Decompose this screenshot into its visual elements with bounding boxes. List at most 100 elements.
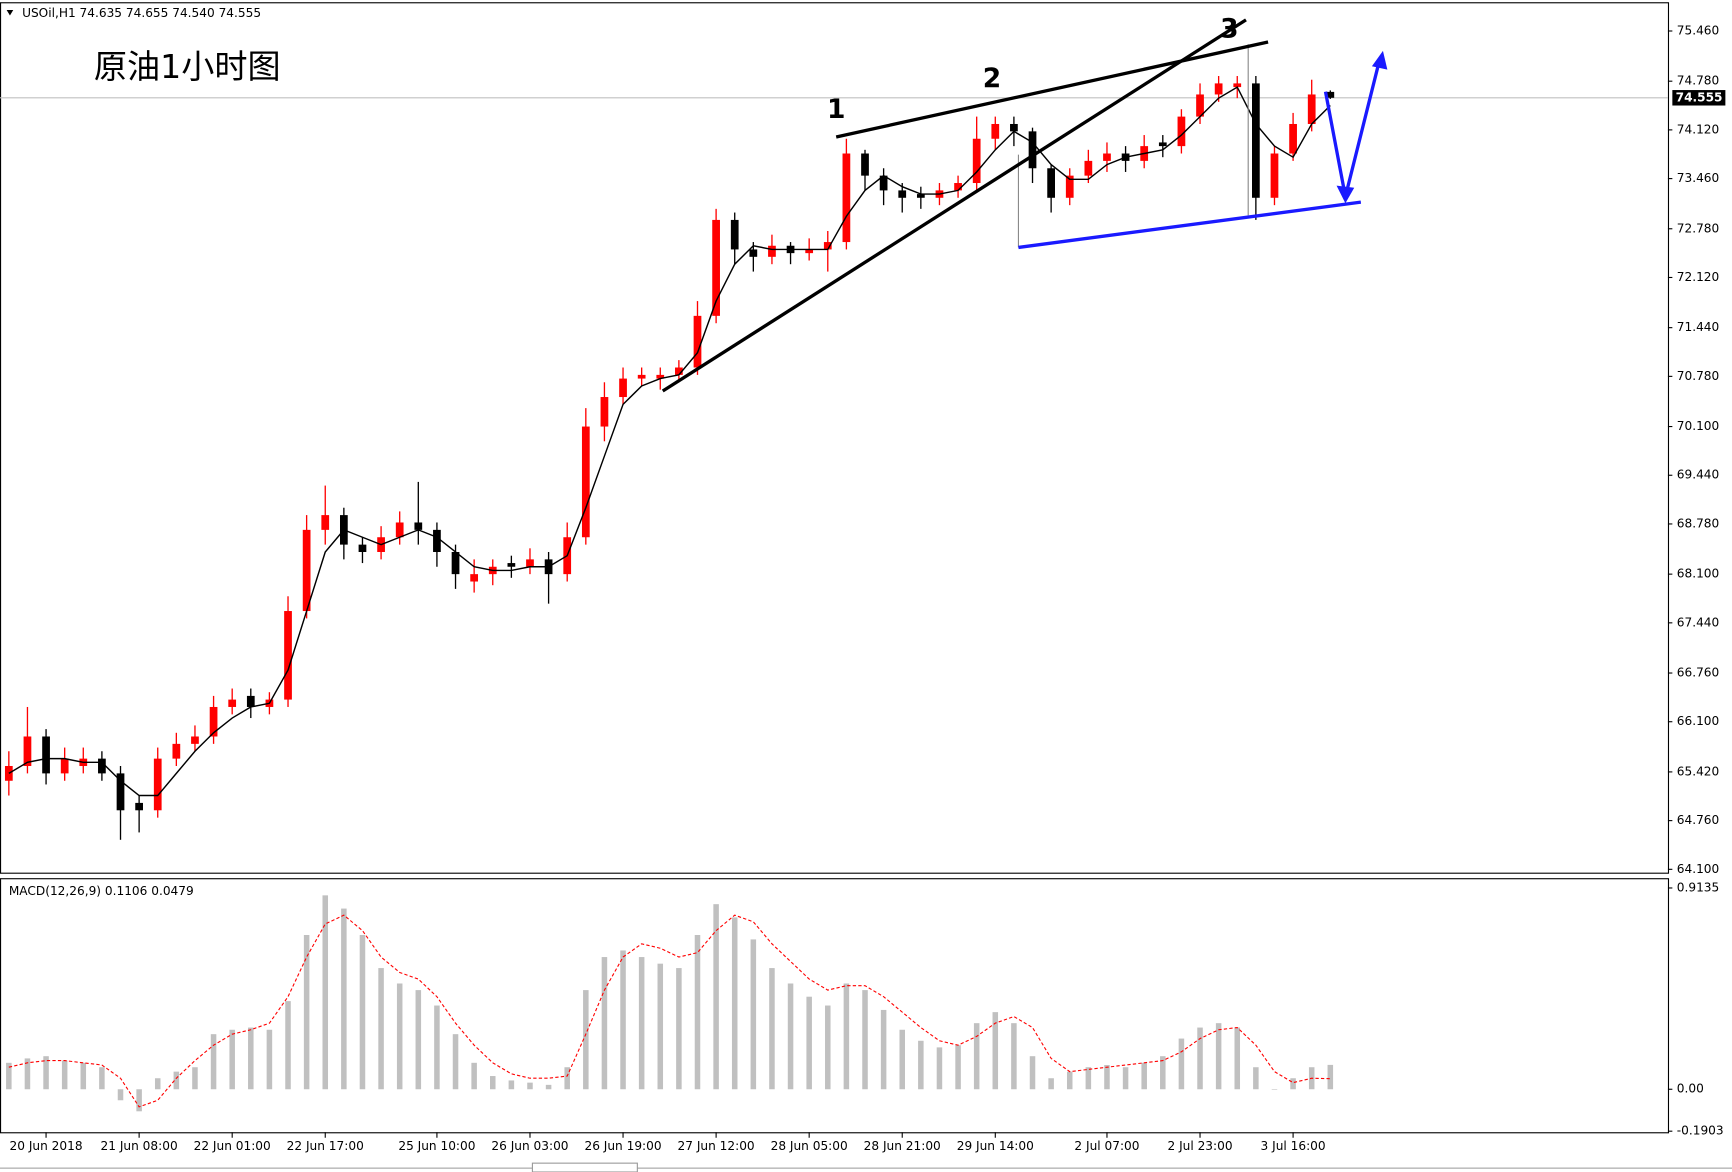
candle-body [153, 758, 162, 811]
candle-body [675, 367, 683, 375]
candle-body [1177, 116, 1186, 147]
macd-bar [136, 1089, 142, 1112]
tab[interactable] [531, 1162, 638, 1172]
macd-bar [731, 917, 738, 1090]
y-tick-label: 74.780 [1677, 74, 1719, 88]
macd-bar [657, 963, 664, 1090]
arrow-head [1336, 185, 1355, 204]
macd-bar [322, 895, 329, 1090]
macd-bar [1122, 1067, 1129, 1090]
candle-body [898, 190, 907, 198]
candle-body [1251, 83, 1260, 198]
candle-body [656, 374, 665, 379]
y-tick-label: 70.100 [1677, 419, 1719, 433]
macd-bar [434, 1005, 440, 1090]
y-tick-label: 73.460 [1677, 171, 1719, 185]
x-tick-label: 20 Jun 2018 [10, 1139, 83, 1153]
candle-body [749, 249, 758, 257]
macd-bar [564, 1067, 570, 1090]
y-tick-label: 65.420 [1677, 764, 1719, 778]
y-tick-label: 71.440 [1677, 320, 1719, 334]
candle-body [1047, 168, 1055, 198]
candle-body [507, 563, 516, 567]
candle-body [954, 183, 962, 191]
candle-body [712, 219, 720, 316]
macd-bar [1234, 1027, 1241, 1090]
macd-bar [154, 1078, 161, 1090]
candle-body [284, 611, 292, 700]
candle-body [302, 529, 311, 612]
candle-body [1065, 175, 1074, 198]
candle-body [768, 245, 776, 257]
macd-bar [341, 908, 347, 1090]
macd-bar [61, 1060, 68, 1090]
candle-body [1270, 153, 1279, 198]
x-tick-label: 28 Jun 21:00 [864, 1139, 941, 1153]
macd-bar [936, 1047, 943, 1090]
macd-bar [173, 1071, 180, 1090]
macd-bar [750, 939, 757, 1090]
y-tick-label: 68.780 [1677, 516, 1719, 530]
macd-bar [955, 1045, 961, 1090]
macd-bar [396, 983, 403, 1090]
macd-bar [1160, 1056, 1166, 1090]
macd-bar [359, 935, 366, 1090]
y-tick-label: 0.9135 [1677, 880, 1719, 894]
macd-bar [583, 990, 589, 1090]
candle-body [637, 374, 646, 379]
macd-bar [248, 1027, 254, 1090]
macd-bar [266, 1029, 273, 1090]
candle-body [1307, 94, 1316, 124]
macd-panel [0, 878, 1670, 1134]
macd-bar [694, 935, 701, 1090]
x-tick-label: 21 Jun 08:00 [101, 1139, 178, 1153]
candle-body [228, 699, 237, 707]
candle-body [730, 219, 739, 250]
macd-bar [210, 1034, 217, 1090]
candle-body [1196, 94, 1204, 117]
arrow-head [1371, 50, 1388, 70]
y-tick-label: -0.1903 [1677, 1124, 1724, 1138]
candle-body [916, 194, 925, 198]
candle-body [1233, 83, 1242, 88]
macd-bar [1011, 1023, 1017, 1090]
wave-label: 1 [827, 94, 845, 125]
macd-bar [1141, 1062, 1147, 1090]
y-tick-label: 72.780 [1677, 221, 1719, 235]
symbol-header: USOil,H1 74.635 74.655 74.540 74.555 [22, 6, 261, 20]
candle-body [1326, 91, 1335, 98]
macd-bar [1029, 1056, 1036, 1090]
macd-bar [6, 1062, 12, 1090]
candle-body [414, 522, 423, 530]
y-tick-label: 67.440 [1677, 615, 1719, 629]
macd-bar [452, 1034, 459, 1090]
candle-body [600, 397, 609, 427]
macd-bar [787, 983, 794, 1090]
macd-bar [620, 950, 626, 1090]
candle-body [972, 138, 981, 184]
moving-average [8, 86, 1331, 797]
candle-body [1103, 153, 1111, 161]
y-tick-label: 72.120 [1677, 270, 1719, 284]
macd-bar [992, 1012, 999, 1090]
y-tick-label: 66.760 [1677, 666, 1719, 680]
macd-bar [843, 983, 850, 1090]
candle-body [191, 736, 199, 744]
macd-bar [1197, 1027, 1203, 1090]
y-tick-label: 0.00 [1677, 1082, 1704, 1096]
macd-bar [1104, 1065, 1110, 1090]
candle-body [879, 175, 888, 191]
candle-body [1028, 131, 1037, 169]
macd-bar [99, 1067, 105, 1090]
x-tick-label: 26 Jun 03:00 [491, 1139, 568, 1153]
candle-body [246, 695, 255, 707]
signal-line [8, 914, 1331, 1108]
candle-body [98, 758, 106, 774]
candle-body [116, 773, 125, 811]
y-tick-label: 75.460 [1677, 24, 1719, 38]
menu-arrow[interactable] [6, 9, 14, 16]
macd-bar [24, 1058, 31, 1090]
trend-line [835, 40, 1269, 139]
macd-bar [638, 957, 645, 1090]
